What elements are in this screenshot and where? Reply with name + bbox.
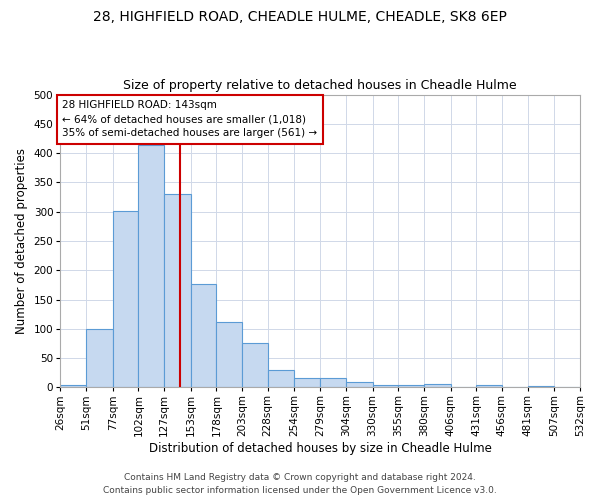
- Bar: [113, 211, 139, 388]
- Bar: [86, 330, 113, 388]
- Bar: [346, 382, 373, 388]
- X-axis label: Distribution of detached houses by size in Cheadle Hulme: Distribution of detached houses by size …: [149, 442, 491, 455]
- Bar: [476, 385, 502, 388]
- Y-axis label: Number of detached properties: Number of detached properties: [15, 148, 28, 334]
- Bar: [60, 385, 86, 388]
- Bar: [502, 387, 527, 388]
- Bar: [268, 370, 295, 388]
- Bar: [217, 322, 242, 388]
- Bar: [320, 378, 346, 388]
- Text: Contains HM Land Registry data © Crown copyright and database right 2024.
Contai: Contains HM Land Registry data © Crown c…: [103, 474, 497, 495]
- Text: 28 HIGHFIELD ROAD: 143sqm
← 64% of detached houses are smaller (1,018)
35% of se: 28 HIGHFIELD ROAD: 143sqm ← 64% of detac…: [62, 100, 317, 138]
- Bar: [242, 344, 268, 388]
- Bar: [373, 385, 398, 388]
- Bar: [295, 378, 320, 388]
- Bar: [139, 145, 164, 388]
- Bar: [554, 387, 580, 388]
- Bar: [424, 384, 451, 388]
- Text: 28, HIGHFIELD ROAD, CHEADLE HULME, CHEADLE, SK8 6EP: 28, HIGHFIELD ROAD, CHEADLE HULME, CHEAD…: [93, 10, 507, 24]
- Bar: [191, 284, 217, 388]
- Bar: [398, 385, 424, 388]
- Bar: [451, 387, 476, 388]
- Bar: [164, 194, 191, 388]
- Bar: [527, 386, 554, 388]
- Title: Size of property relative to detached houses in Cheadle Hulme: Size of property relative to detached ho…: [124, 79, 517, 92]
